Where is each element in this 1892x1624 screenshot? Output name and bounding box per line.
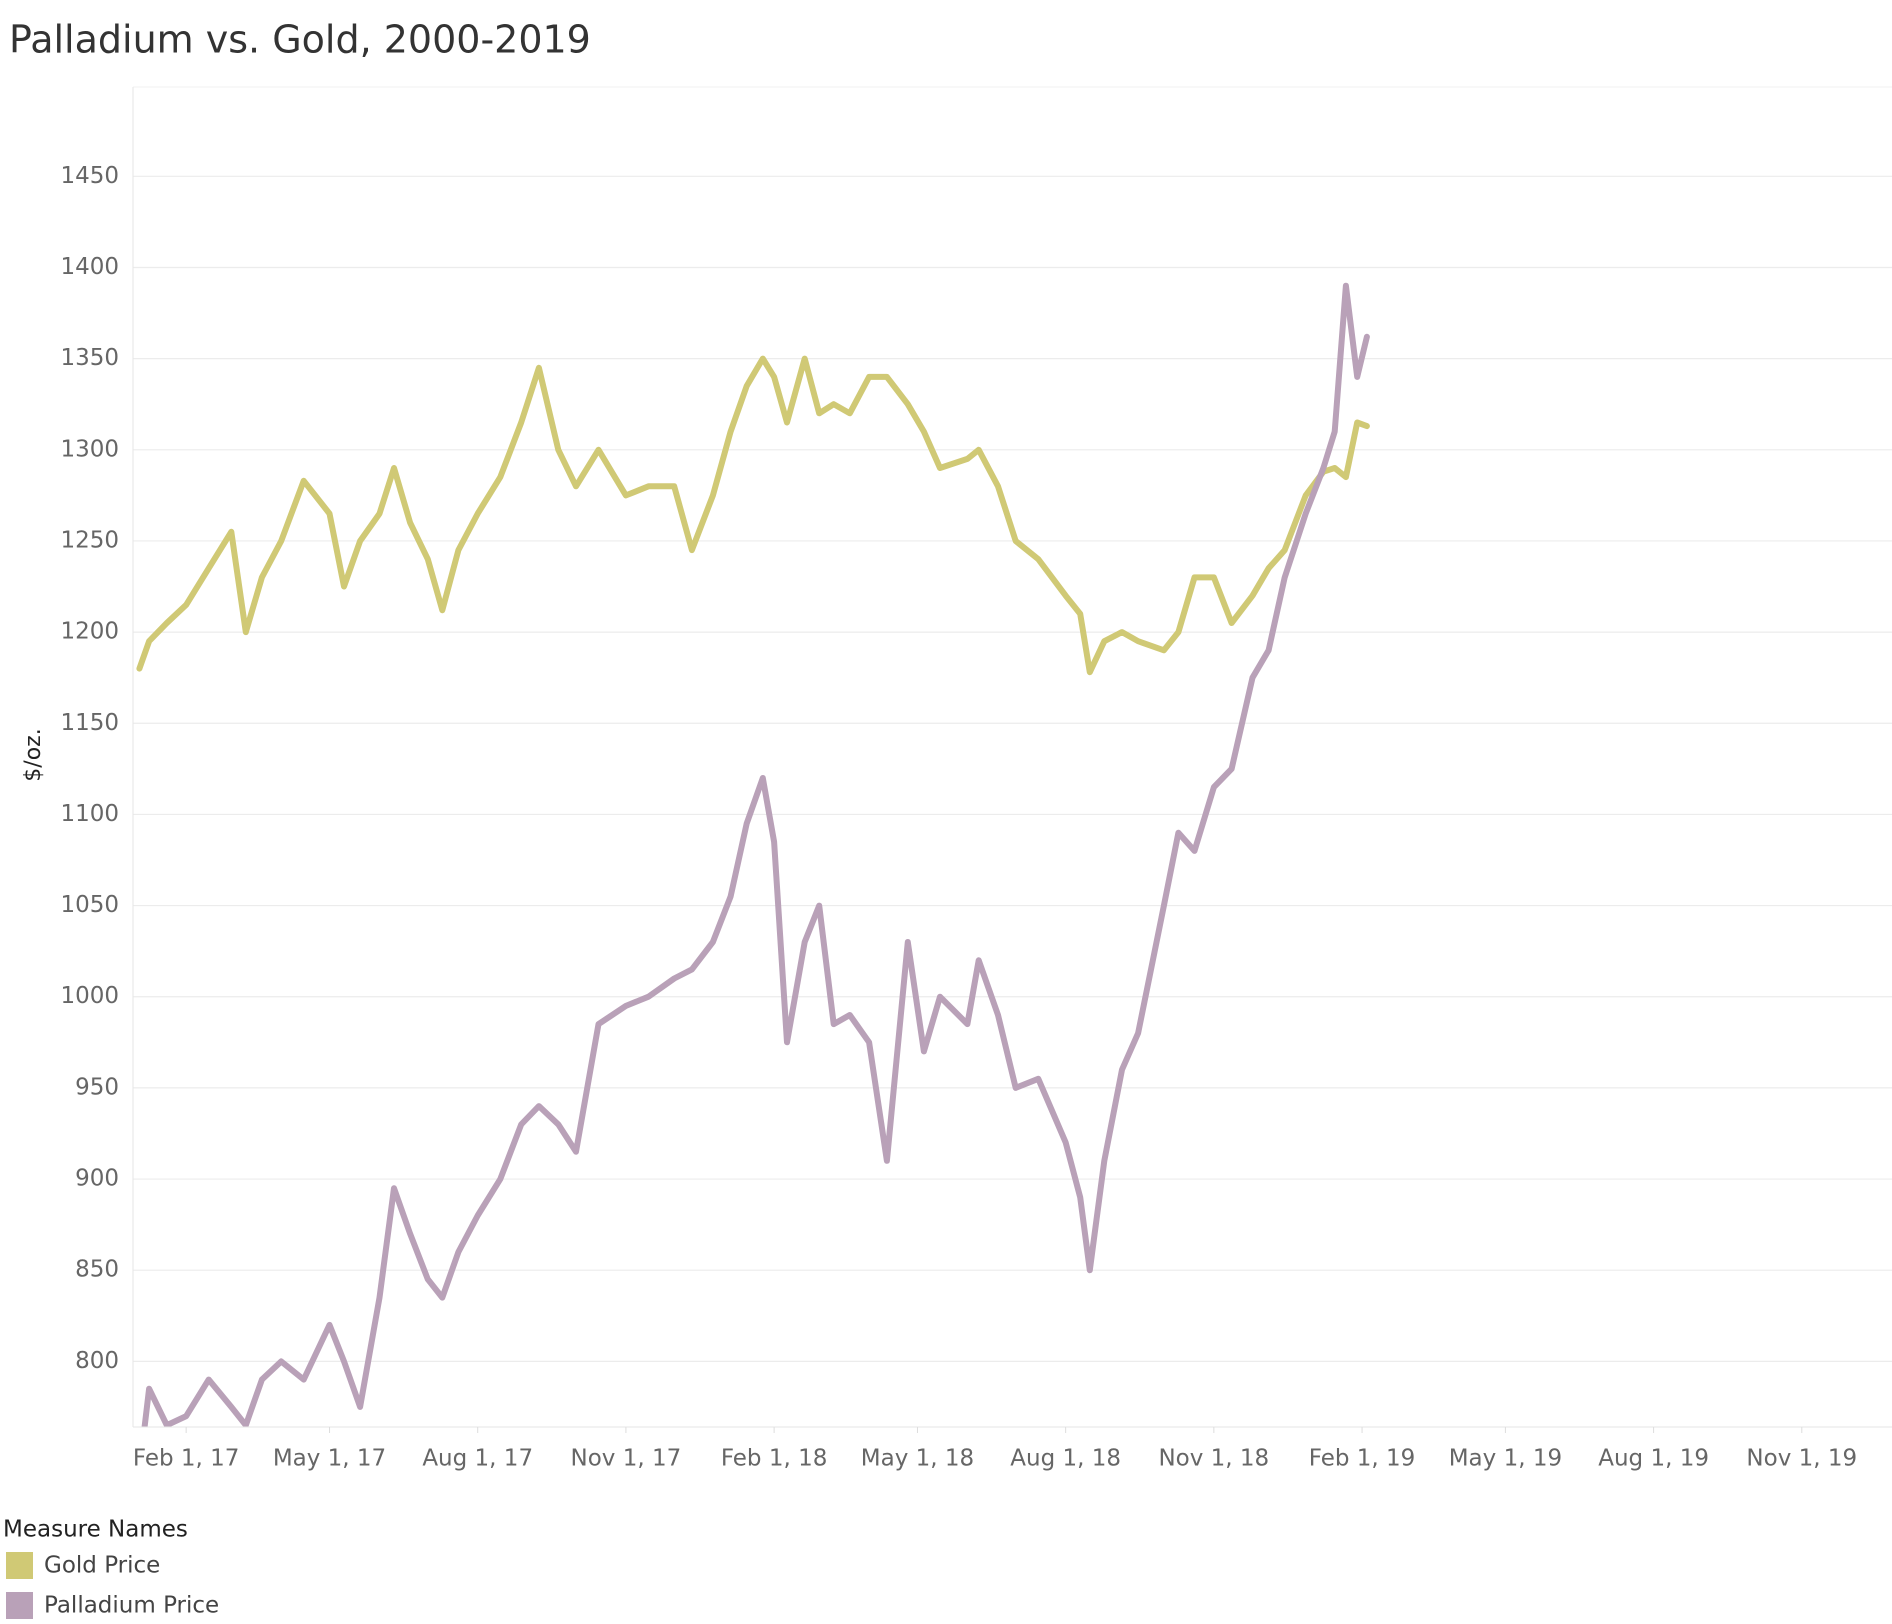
y-tick-label: 1400 (60, 254, 119, 280)
y-tick-label: 800 (75, 1348, 119, 1374)
chart-title: Palladium vs. Gold, 2000-2019 (9, 18, 591, 62)
legend-label: Gold Price (44, 1553, 160, 1579)
lines (136, 282, 1370, 1427)
x-tick-label: Feb 1, 17 (133, 1446, 240, 1472)
series-line (141, 282, 1370, 1427)
x-tick-label: Nov 1, 18 (1158, 1446, 1269, 1472)
grid (133, 86, 1892, 1362)
legend-title: Measure Names (3, 1517, 188, 1543)
x-tick-label: May 1, 18 (861, 1446, 974, 1472)
legend-swatch (6, 1552, 33, 1579)
y-tick-label: 1250 (60, 527, 119, 553)
legend-swatch (6, 1592, 33, 1619)
y-tick-label: 1050 (60, 892, 119, 918)
axes: 800 850 900 950 1000 1050 1100 1150 1200 1250 1300… (60, 87, 1892, 1472)
x-tick-label: Aug 1, 18 (1010, 1446, 1121, 1472)
x-tick-label: Aug 1, 19 (1598, 1446, 1709, 1472)
legend: Measure Names Gold Price Palladium Price (3, 1517, 219, 1619)
legend-label: Palladium Price (44, 1593, 219, 1619)
y-tick-label: 1150 (60, 710, 119, 736)
x-tick-label: May 1, 19 (1449, 1446, 1562, 1472)
x-tick-label: Nov 1, 19 (1746, 1446, 1857, 1472)
y-tick-label: 1350 (60, 345, 119, 371)
x-tick-label: Feb 1, 19 (1309, 1446, 1416, 1472)
y-tick-label: 950 (75, 1074, 119, 1100)
y-tick-label: 1100 (60, 801, 119, 827)
y-tick-label: 1200 (60, 619, 119, 645)
x-tick-label: Nov 1, 17 (571, 1446, 682, 1472)
x-tick-label: Feb 1, 18 (721, 1446, 828, 1472)
y-tick-label: 1300 (60, 436, 119, 462)
x-tick-label: May 1, 17 (273, 1446, 386, 1472)
y-tick-label: 1000 (60, 983, 119, 1009)
series-line (136, 355, 1370, 676)
y-tick-label: 850 (75, 1257, 119, 1283)
y-axis-label: $/oz. (21, 728, 46, 781)
y-tick-label: 1450 (60, 163, 119, 189)
x-tick-label: Aug 1, 17 (422, 1446, 533, 1472)
y-tick-label: 900 (75, 1166, 119, 1192)
